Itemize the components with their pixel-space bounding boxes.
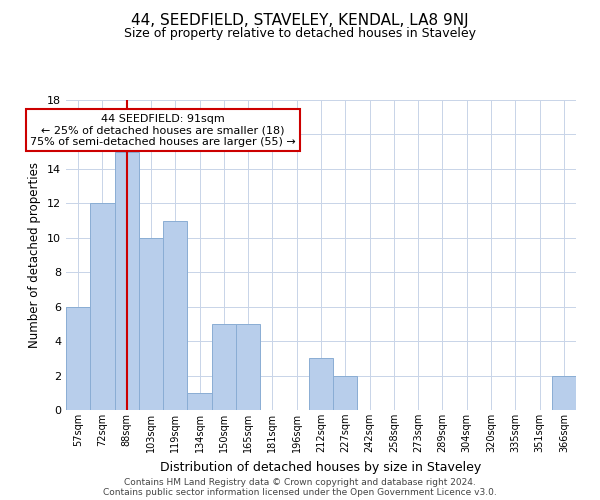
Bar xyxy=(139,238,163,410)
Bar xyxy=(115,152,139,410)
Y-axis label: Number of detached properties: Number of detached properties xyxy=(28,162,41,348)
Text: Contains HM Land Registry data © Crown copyright and database right 2024.
Contai: Contains HM Land Registry data © Crown c… xyxy=(103,478,497,497)
Bar xyxy=(552,376,576,410)
Text: Size of property relative to detached houses in Staveley: Size of property relative to detached ho… xyxy=(124,28,476,40)
Bar xyxy=(66,306,90,410)
Text: Distribution of detached houses by size in Staveley: Distribution of detached houses by size … xyxy=(160,461,482,474)
Bar xyxy=(212,324,236,410)
Bar xyxy=(187,393,212,410)
Bar xyxy=(309,358,333,410)
Text: 44 SEEDFIELD: 91sqm
← 25% of detached houses are smaller (18)
75% of semi-detach: 44 SEEDFIELD: 91sqm ← 25% of detached ho… xyxy=(30,114,296,147)
Bar xyxy=(333,376,358,410)
Bar xyxy=(236,324,260,410)
Bar xyxy=(163,220,187,410)
Bar xyxy=(90,204,115,410)
Text: 44, SEEDFIELD, STAVELEY, KENDAL, LA8 9NJ: 44, SEEDFIELD, STAVELEY, KENDAL, LA8 9NJ xyxy=(131,12,469,28)
